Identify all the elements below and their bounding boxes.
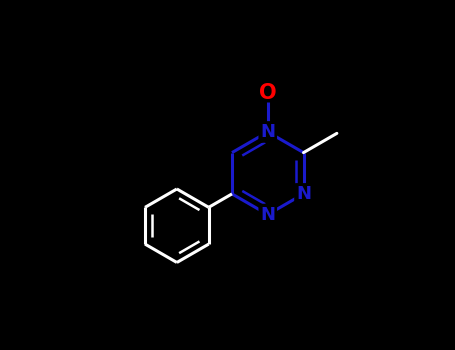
Text: N: N xyxy=(260,205,275,224)
Text: O: O xyxy=(259,83,277,104)
Text: N: N xyxy=(260,123,275,141)
Text: N: N xyxy=(296,185,311,203)
